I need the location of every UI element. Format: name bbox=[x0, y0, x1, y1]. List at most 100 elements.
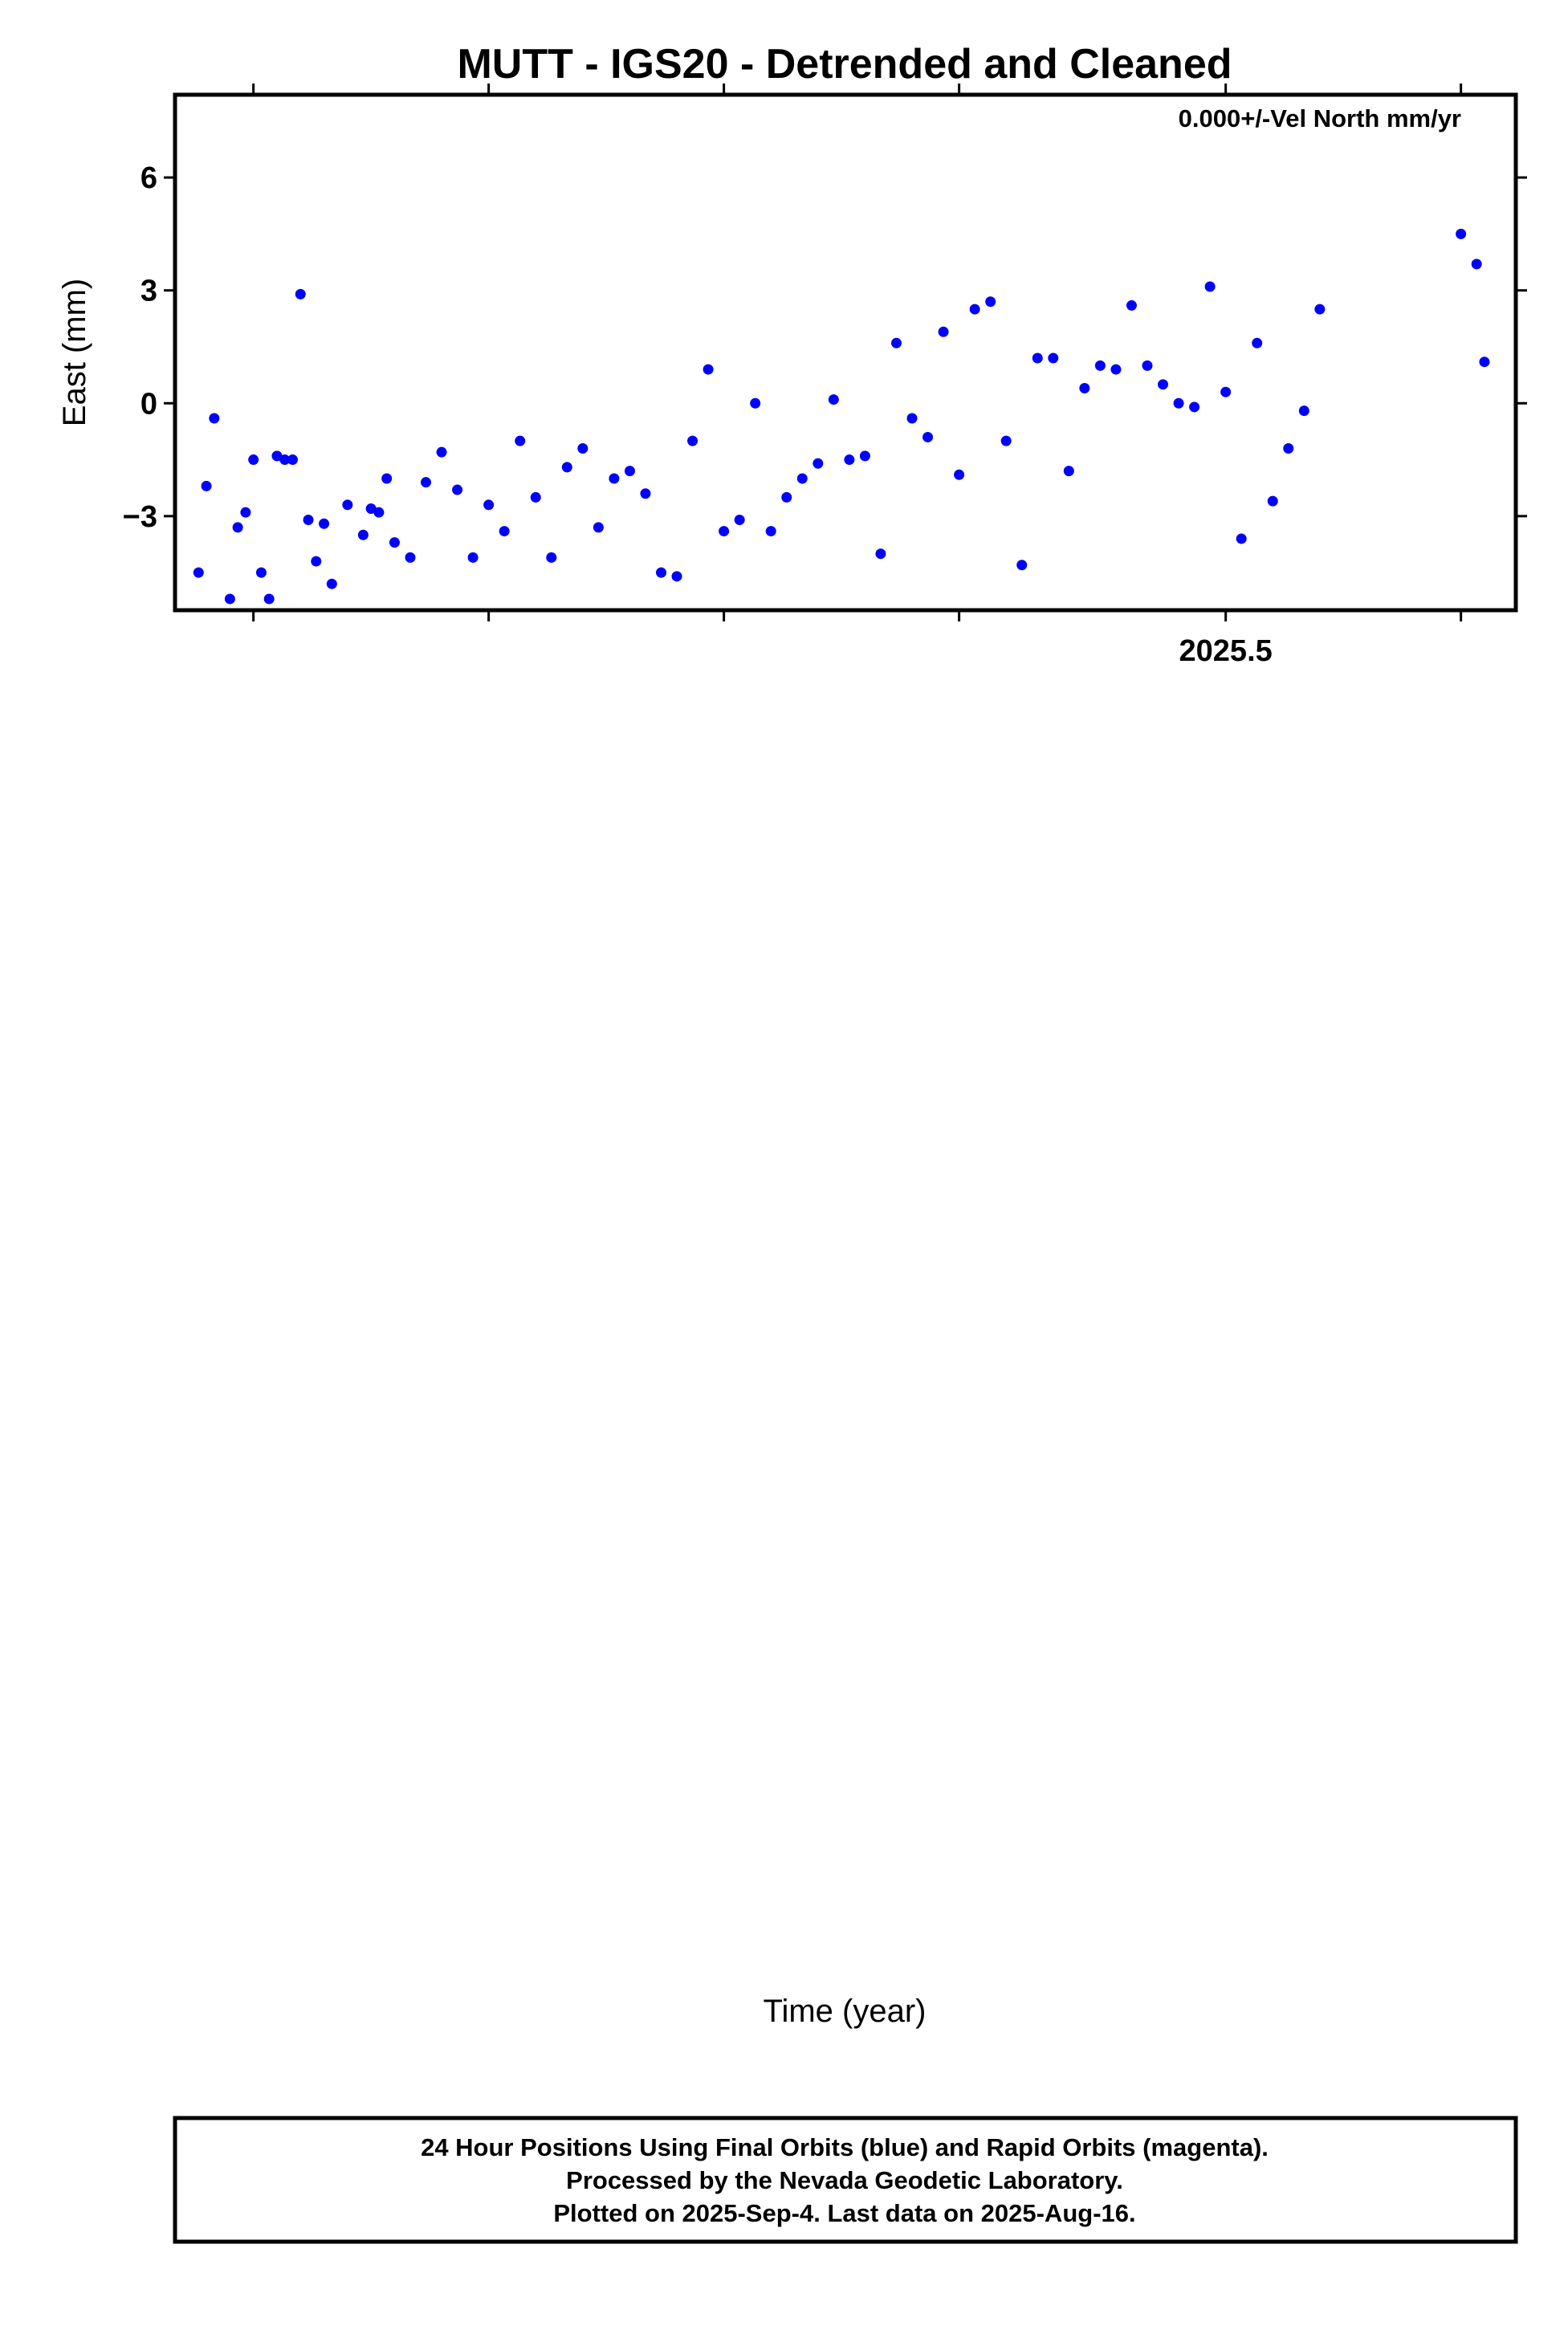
east-data-point bbox=[342, 499, 353, 511]
east-ytick-label: 3 bbox=[141, 275, 157, 308]
east-data-point bbox=[906, 413, 918, 424]
footer-line-2: Processed by the Nevada Geodetic Laborat… bbox=[566, 2166, 1123, 2194]
east-data-point bbox=[263, 593, 275, 605]
east-data-point bbox=[561, 462, 572, 473]
east-data-point bbox=[1063, 466, 1074, 477]
east-data-point bbox=[813, 458, 824, 469]
east-data-point bbox=[311, 556, 322, 567]
east-data-point bbox=[640, 488, 651, 499]
east-data-point bbox=[1158, 379, 1169, 390]
east-data-point bbox=[1220, 386, 1232, 397]
east-data-point bbox=[499, 526, 510, 537]
east-data-point bbox=[357, 529, 369, 540]
east-data-point bbox=[655, 567, 666, 578]
east-annotation: 0.000+/-Vel North mm/yr bbox=[1179, 104, 1461, 132]
east-data-point bbox=[452, 484, 463, 495]
east-data-point bbox=[781, 491, 792, 503]
east-data-point bbox=[750, 397, 761, 409]
east-data-point bbox=[1032, 352, 1043, 364]
east-data-point bbox=[1456, 228, 1467, 239]
east-data-point bbox=[875, 548, 886, 560]
east-data-point bbox=[1000, 435, 1012, 446]
east-data-point bbox=[859, 450, 870, 462]
east-data-point bbox=[295, 288, 306, 299]
east-data-point bbox=[1142, 360, 1153, 371]
east-data-point bbox=[193, 567, 204, 578]
east-data-point bbox=[985, 296, 996, 308]
east-data-point bbox=[515, 435, 526, 446]
east-data-point bbox=[365, 503, 377, 514]
east-data-point bbox=[624, 466, 635, 477]
panels-group: 2025.5 −3 0 3 6 East (mm) 0.000+/-Vel North mm… bbox=[57, 84, 1527, 668]
east-data-point bbox=[279, 454, 291, 466]
east-data-point bbox=[687, 435, 698, 446]
east-data-point bbox=[287, 454, 298, 466]
east-data-point bbox=[232, 522, 243, 533]
east-data-point bbox=[1252, 337, 1263, 348]
east-data-point bbox=[381, 473, 393, 484]
east-data-point bbox=[577, 442, 589, 454]
east-data-point bbox=[319, 518, 330, 529]
east-data-point bbox=[844, 454, 855, 466]
east-data-point bbox=[1204, 281, 1216, 292]
east-data-point bbox=[240, 507, 251, 518]
east-data-point bbox=[1479, 356, 1490, 368]
east-data-point bbox=[373, 507, 385, 518]
east-data-point bbox=[969, 303, 980, 315]
east-data-point bbox=[609, 473, 620, 484]
east-y-axis-label: East (mm) bbox=[57, 279, 92, 426]
east-data-point bbox=[326, 578, 337, 589]
footer-line-1: 24 Hour Positions Using Final Orbits (bl… bbox=[421, 2133, 1269, 2161]
east-xtick-label: 2025.5 bbox=[1179, 634, 1273, 668]
x-axis-label: Time (year) bbox=[764, 1994, 927, 2029]
east-data-point bbox=[1173, 397, 1184, 409]
footer-box bbox=[173, 2116, 1518, 2244]
east-data-point bbox=[1110, 364, 1122, 375]
east-data-point bbox=[922, 431, 934, 442]
east-data-point bbox=[546, 552, 557, 563]
east-data-point bbox=[483, 499, 495, 511]
east-data-point bbox=[271, 450, 283, 462]
east-frame bbox=[173, 92, 1518, 613]
east-data-point bbox=[796, 473, 808, 484]
east-data-point bbox=[938, 326, 949, 337]
east-data-point bbox=[1079, 383, 1090, 394]
east-data-point bbox=[1471, 259, 1482, 270]
east-ytick-label: 6 bbox=[141, 161, 157, 195]
east-data-point bbox=[201, 480, 212, 491]
east-data-point bbox=[467, 552, 479, 563]
east-data-point bbox=[1016, 560, 1028, 571]
east-data-point bbox=[734, 515, 745, 526]
east-data-point bbox=[1189, 401, 1200, 413]
east-data-point bbox=[1094, 360, 1106, 371]
east-data-point bbox=[1048, 352, 1059, 364]
east-data-point bbox=[828, 394, 839, 405]
east-data-point bbox=[248, 454, 259, 466]
footer-line-3: Plotted on 2025-Sep-4. Last data on 2025… bbox=[553, 2199, 1135, 2227]
east-data-point bbox=[209, 413, 220, 424]
east-data-point bbox=[703, 364, 714, 375]
east-data-point bbox=[405, 552, 416, 563]
east-ytick-label: 0 bbox=[141, 387, 157, 421]
east-ytick-label: −3 bbox=[123, 500, 157, 534]
east-data-point bbox=[389, 537, 400, 548]
east-data-point bbox=[954, 469, 965, 480]
east-data-point bbox=[719, 526, 730, 537]
east-data-point bbox=[1314, 303, 1326, 315]
east-data-point bbox=[1283, 442, 1294, 454]
east-data-point bbox=[421, 477, 432, 488]
east-data-point bbox=[593, 522, 604, 533]
east-marks bbox=[193, 228, 1490, 605]
east-data-point bbox=[1236, 533, 1247, 544]
east-data-point bbox=[1126, 299, 1137, 311]
east-data-point bbox=[1298, 405, 1309, 417]
east-data-point bbox=[530, 491, 541, 503]
east-data-point bbox=[1267, 495, 1278, 507]
chart-title: MUTT - IGS20 - Detrended and Cleaned bbox=[457, 41, 1232, 88]
east-data-point bbox=[890, 337, 902, 348]
east-data-point bbox=[765, 526, 776, 537]
east-panel: 2025.5 −3 0 3 6 East (mm) 0.000+/-Vel North mm… bbox=[57, 84, 1527, 668]
east-data-point bbox=[224, 593, 235, 605]
east-data-point bbox=[255, 567, 267, 578]
